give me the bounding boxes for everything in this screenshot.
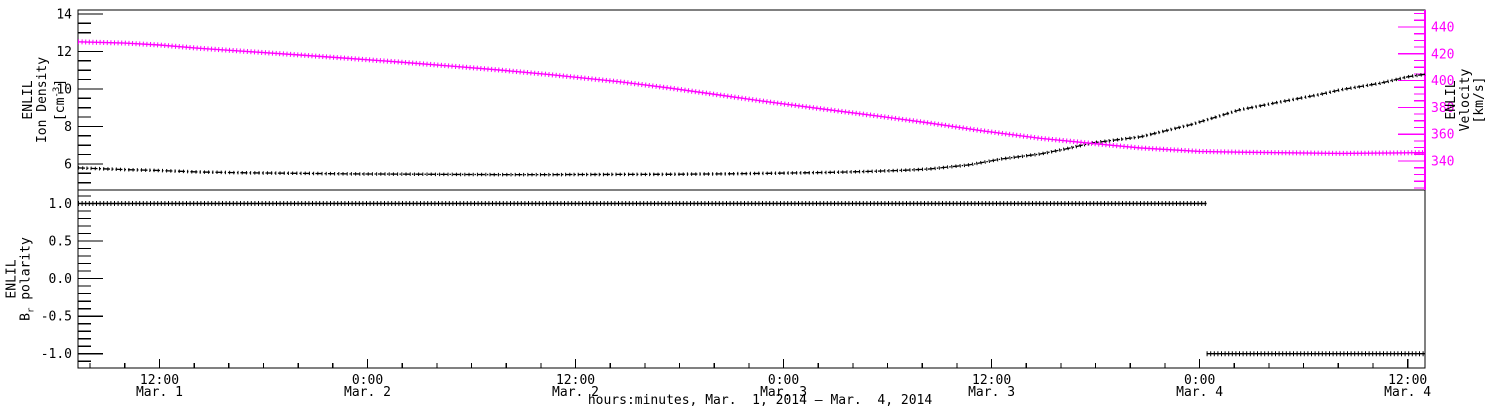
svg-text:6: 6 (64, 157, 72, 172)
svg-text:0.5: 0.5 (49, 235, 72, 250)
time-tick-label: 12:00 Mar. 3 (968, 373, 1015, 400)
polarity-axis-title-line2: Br polarity (18, 237, 37, 321)
velocity-series (77, 39, 1426, 156)
svg-text:0.0: 0.0 (49, 272, 72, 287)
svg-text:10: 10 (56, 82, 72, 97)
svg-text:360: 360 (1431, 128, 1454, 143)
velocity-y-axis-labels: 340 360 380 400 420 440 (1431, 21, 1454, 170)
svg-text:14: 14 (56, 7, 72, 22)
svg-text:-1.0: -1.0 (41, 347, 72, 362)
density-axis-title-line1: ENLIL (20, 80, 36, 120)
velocity-axis-title: ENLIL Velocity [km/s] (1444, 68, 1487, 132)
time-tick-label: 12:00 Mar. 2 (552, 373, 599, 400)
density-axis-unit: [cm-3] (51, 78, 69, 122)
svg-text:1.0: 1.0 (49, 197, 72, 212)
svg-text:12: 12 (56, 45, 72, 60)
svg-text:380: 380 (1431, 101, 1454, 116)
time-x-axis-labels: 12:00 Mar. 1 0:00 Mar. 2 12:00 Mar. 2 0:00 Mar.… (136, 373, 1431, 400)
panel-frames (77, 9, 1426, 369)
velocity-axis-title-line2: Velocity (1458, 68, 1473, 132)
polarity-y-axis (78, 195, 103, 362)
bottom-panel-frame (77, 189, 1426, 369)
velocity-axis-title-line1: ENLIL (1444, 80, 1459, 120)
x-axis-title: hours:minutes, Mar. 1, 2014 — Mar. 4, 20… (587, 393, 933, 408)
polarity-axis-title: ENLIL Br polarity (4, 237, 39, 321)
velocity-axis-unit: [km/s] (1472, 76, 1487, 124)
svg-text:420: 420 (1431, 47, 1454, 62)
svg-text:-0.5: -0.5 (41, 310, 72, 325)
svg-text:8: 8 (64, 120, 72, 135)
svg-text:340: 340 (1431, 155, 1454, 170)
time-x-axis (89, 359, 1409, 368)
ion_density-series (77, 72, 1426, 177)
density-axis-title: ENLIL Ion Density [cm-3] (20, 56, 69, 144)
svg-text:400: 400 (1431, 74, 1454, 89)
polarity-y-axis-labels: -1.0 -0.5 0.0 0.5 1.0 (41, 197, 72, 362)
time-tick-label: 12:00 Mar. 1 (136, 373, 183, 400)
density-y-axis-labels: 6 8 10 12 14 (56, 7, 72, 172)
time-tick-label: 12:00 Mar. 4 (1384, 373, 1431, 400)
velocity-y-axis (1398, 13, 1425, 189)
density-y-axis (78, 13, 103, 184)
svg-text:440: 440 (1431, 21, 1454, 36)
polarity-axis-title-line1: ENLIL (4, 259, 20, 299)
time-tick-label: 0:00 Mar. 2 (344, 373, 391, 400)
time-tick-label: 0:00 Mar. 4 (1176, 373, 1223, 400)
density-axis-title-line2: Ion Density (34, 56, 50, 144)
time-tick-label: 0:00 Mar. 3 (760, 373, 807, 400)
